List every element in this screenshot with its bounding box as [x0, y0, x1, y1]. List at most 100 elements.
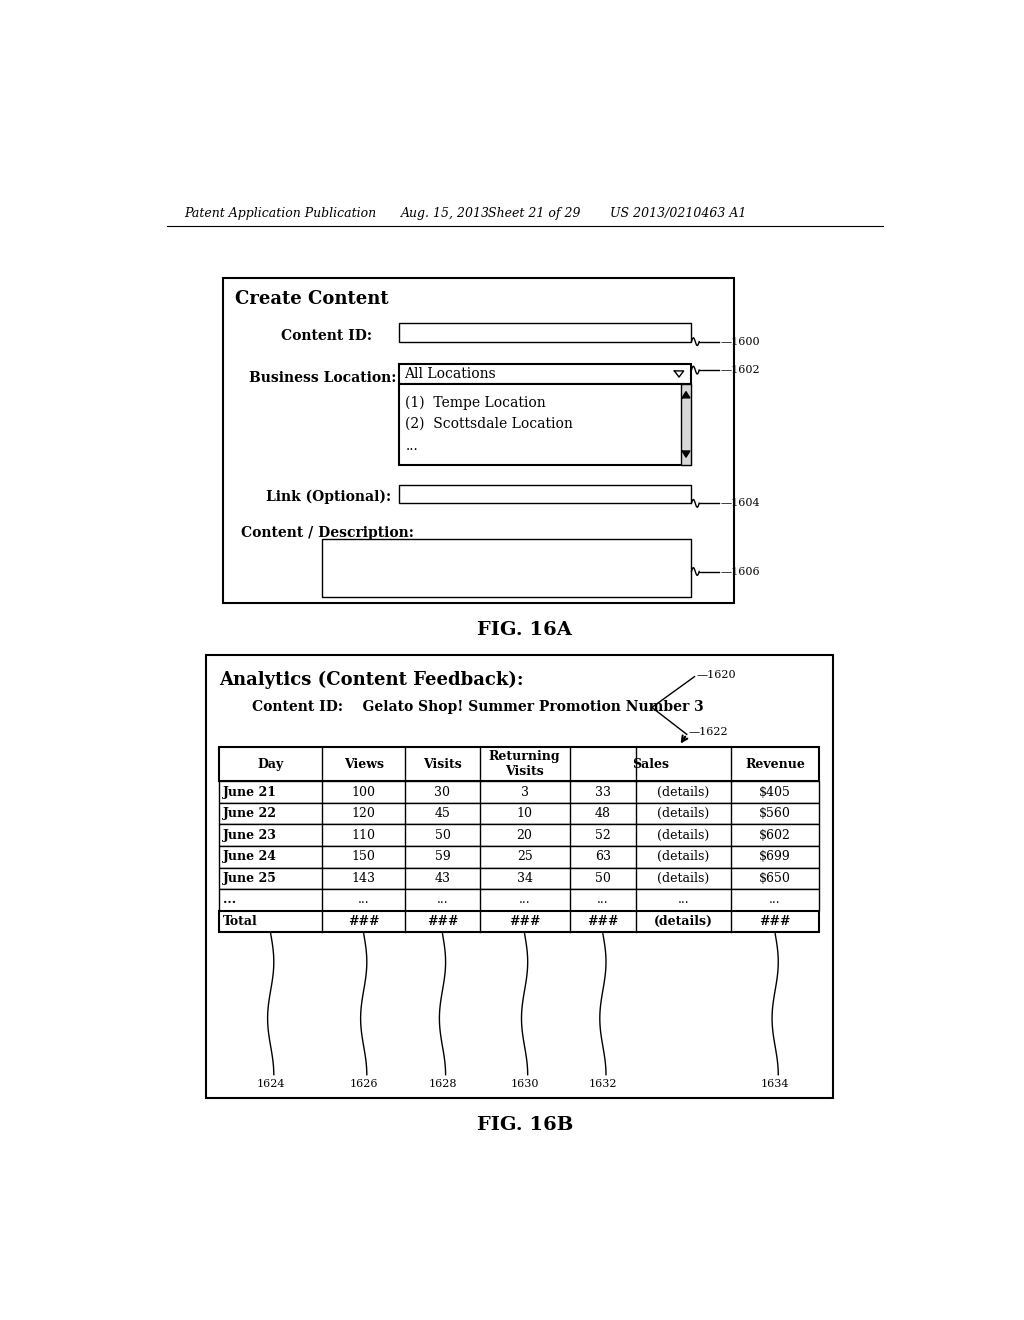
Text: Analytics (Content Feedback):: Analytics (Content Feedback): — [219, 671, 524, 689]
Text: June 24: June 24 — [223, 850, 278, 863]
Text: 1628: 1628 — [428, 1078, 457, 1089]
Text: (details): (details) — [657, 871, 710, 884]
Text: ...: ... — [678, 894, 689, 907]
Bar — [399, 384, 691, 465]
Text: 10: 10 — [516, 807, 532, 820]
Text: 110: 110 — [351, 829, 376, 842]
Polygon shape — [682, 451, 690, 457]
Text: 1632: 1632 — [589, 1078, 617, 1089]
Text: 100: 100 — [351, 785, 376, 799]
Text: 30: 30 — [434, 785, 451, 799]
Text: $405: $405 — [759, 785, 792, 799]
Text: 48: 48 — [595, 807, 611, 820]
Text: —1622: —1622 — [688, 727, 728, 737]
Text: ###: ### — [509, 915, 541, 928]
Text: US 2013/0210463 A1: US 2013/0210463 A1 — [610, 207, 746, 220]
Bar — [219, 825, 819, 846]
Text: $650: $650 — [759, 871, 792, 884]
Text: June 22: June 22 — [223, 807, 278, 820]
Text: FIG. 16B: FIG. 16B — [476, 1115, 573, 1134]
Text: —1620: —1620 — [696, 671, 735, 680]
Bar — [219, 747, 819, 781]
Text: 1626: 1626 — [349, 1078, 378, 1089]
Text: All Locations: All Locations — [403, 367, 496, 381]
Text: (details): (details) — [657, 785, 710, 799]
Bar — [399, 484, 691, 503]
Text: ###: ### — [760, 915, 791, 928]
Text: Create Content: Create Content — [234, 290, 388, 309]
Text: ###: ### — [427, 915, 459, 928]
Bar — [399, 364, 691, 384]
Text: Sales: Sales — [632, 758, 669, 771]
Bar — [222, 277, 734, 603]
Bar — [399, 323, 691, 342]
Text: 34: 34 — [516, 871, 532, 884]
Text: 50: 50 — [595, 871, 611, 884]
Text: ...: ... — [436, 894, 449, 907]
Text: 1630: 1630 — [510, 1078, 539, 1089]
Text: Total: Total — [223, 915, 258, 928]
Text: 1624: 1624 — [256, 1078, 285, 1089]
Bar — [219, 781, 819, 803]
Text: —1606: —1606 — [720, 566, 760, 577]
Text: ...: ... — [597, 894, 608, 907]
Bar — [322, 539, 691, 597]
Text: (details): (details) — [657, 850, 710, 863]
Text: Aug. 15, 2013: Aug. 15, 2013 — [400, 207, 489, 220]
Text: Visits: Visits — [423, 758, 462, 771]
Text: 43: 43 — [434, 871, 451, 884]
Text: FIG. 16A: FIG. 16A — [477, 620, 572, 639]
Text: (details): (details) — [657, 807, 710, 820]
Text: Patent Application Publication: Patent Application Publication — [183, 207, 376, 220]
Text: Business Location:: Business Location: — [249, 371, 396, 385]
Text: $699: $699 — [759, 850, 792, 863]
Text: (details): (details) — [657, 829, 710, 842]
Text: ...: ... — [519, 894, 530, 907]
Text: ###: ### — [587, 915, 618, 928]
Bar — [219, 911, 819, 932]
Text: —1602: —1602 — [720, 366, 760, 375]
Text: —1604: —1604 — [720, 499, 760, 508]
Text: ...: ... — [358, 894, 370, 907]
Text: (1)  Tempe Location: (1) Tempe Location — [406, 396, 546, 411]
Text: Content ID:: Content ID: — [282, 329, 373, 342]
Text: (2)  Scottsdale Location: (2) Scottsdale Location — [406, 417, 573, 432]
Bar — [219, 867, 819, 890]
Text: ...: ... — [769, 894, 781, 907]
Text: June 21: June 21 — [223, 785, 278, 799]
Text: 25: 25 — [517, 850, 532, 863]
Text: Revenue: Revenue — [745, 758, 805, 771]
Text: ###: ### — [348, 915, 380, 928]
Text: Content / Description:: Content / Description: — [241, 525, 414, 540]
Bar — [219, 803, 819, 825]
Text: 52: 52 — [595, 829, 610, 842]
Bar — [219, 846, 819, 867]
Text: Link (Optional):: Link (Optional): — [266, 490, 391, 504]
Text: 50: 50 — [434, 829, 451, 842]
Text: 1634: 1634 — [761, 1078, 790, 1089]
Text: 143: 143 — [351, 871, 376, 884]
Text: Day: Day — [258, 758, 284, 771]
Text: Content ID:    Gelato Shop! Summer Promotion Number 3: Content ID: Gelato Shop! Summer Promotio… — [252, 701, 703, 714]
Text: ...: ... — [223, 894, 237, 907]
Text: 45: 45 — [434, 807, 451, 820]
Text: 150: 150 — [352, 850, 376, 863]
Text: June 23: June 23 — [223, 829, 278, 842]
Text: (details): (details) — [654, 915, 713, 928]
Text: 120: 120 — [352, 807, 376, 820]
Text: $602: $602 — [759, 829, 792, 842]
Bar — [206, 655, 834, 1098]
Text: —1600: —1600 — [720, 337, 760, 347]
Text: Views: Views — [344, 758, 384, 771]
Bar — [219, 890, 819, 911]
Text: Returning
Visits: Returning Visits — [488, 750, 560, 779]
Polygon shape — [682, 392, 690, 397]
Text: 59: 59 — [434, 850, 451, 863]
Text: ...: ... — [406, 438, 418, 453]
Text: $560: $560 — [759, 807, 792, 820]
Text: Sheet 21 of 29: Sheet 21 of 29 — [488, 207, 581, 220]
Text: 20: 20 — [517, 829, 532, 842]
Text: 63: 63 — [595, 850, 611, 863]
Text: 3: 3 — [520, 785, 528, 799]
Text: June 25: June 25 — [223, 871, 278, 884]
